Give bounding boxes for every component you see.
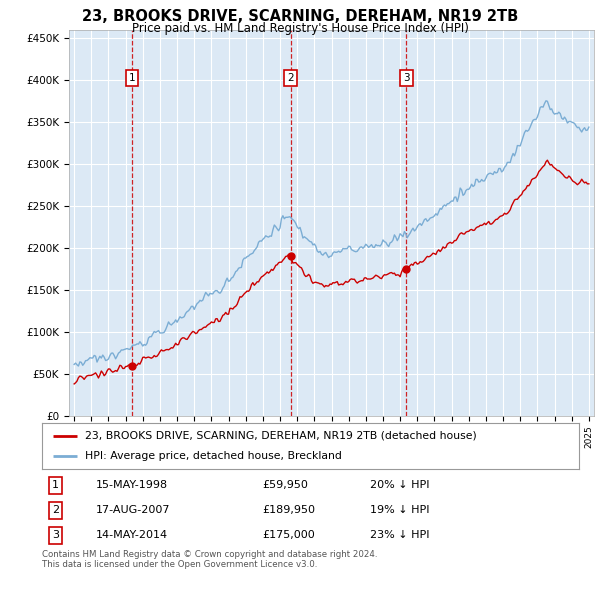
Text: £189,950: £189,950 — [262, 506, 315, 515]
Text: £175,000: £175,000 — [262, 530, 315, 540]
Text: HPI: Average price, detached house, Breckland: HPI: Average price, detached house, Brec… — [85, 451, 342, 461]
Text: 23, BROOKS DRIVE, SCARNING, DEREHAM, NR19 2TB: 23, BROOKS DRIVE, SCARNING, DEREHAM, NR1… — [82, 9, 518, 24]
Text: 23, BROOKS DRIVE, SCARNING, DEREHAM, NR19 2TB (detached house): 23, BROOKS DRIVE, SCARNING, DEREHAM, NR1… — [85, 431, 477, 441]
Text: 17-AUG-2007: 17-AUG-2007 — [96, 506, 170, 515]
Text: 3: 3 — [403, 73, 410, 83]
Text: 2: 2 — [52, 506, 59, 515]
Text: 3: 3 — [52, 530, 59, 540]
Text: 14-MAY-2014: 14-MAY-2014 — [96, 530, 168, 540]
Text: 23% ↓ HPI: 23% ↓ HPI — [370, 530, 429, 540]
Text: £59,950: £59,950 — [262, 480, 308, 490]
Text: Contains HM Land Registry data © Crown copyright and database right 2024.
This d: Contains HM Land Registry data © Crown c… — [42, 550, 377, 569]
Text: Price paid vs. HM Land Registry's House Price Index (HPI): Price paid vs. HM Land Registry's House … — [131, 22, 469, 35]
Text: 19% ↓ HPI: 19% ↓ HPI — [370, 506, 429, 515]
Text: 1: 1 — [52, 480, 59, 490]
Text: 1: 1 — [128, 73, 135, 83]
Text: 20% ↓ HPI: 20% ↓ HPI — [370, 480, 429, 490]
Text: 2: 2 — [287, 73, 294, 83]
Text: 15-MAY-1998: 15-MAY-1998 — [96, 480, 168, 490]
